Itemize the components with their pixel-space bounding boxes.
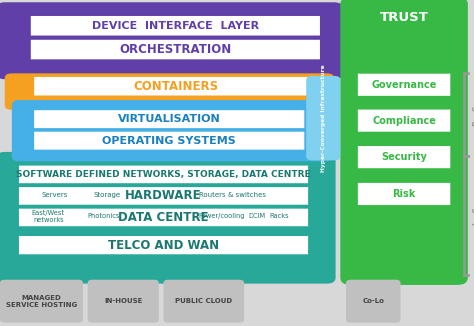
Text: TELCO AND WAN: TELCO AND WAN bbox=[108, 239, 219, 252]
FancyBboxPatch shape bbox=[358, 74, 450, 96]
FancyBboxPatch shape bbox=[0, 280, 83, 323]
Text: Storage: Storage bbox=[93, 192, 120, 198]
Text: VIRTUALISATION: VIRTUALISATION bbox=[118, 114, 220, 124]
Text: Photonics: Photonics bbox=[87, 214, 119, 219]
Text: Routers & switches: Routers & switches bbox=[199, 192, 266, 198]
Text: OPERATING SYSTEMS: OPERATING SYSTEMS bbox=[102, 136, 236, 146]
FancyBboxPatch shape bbox=[34, 110, 304, 128]
Text: DCIM: DCIM bbox=[248, 214, 265, 219]
Text: Co-Lo: Co-Lo bbox=[362, 298, 384, 304]
FancyBboxPatch shape bbox=[19, 187, 308, 205]
FancyBboxPatch shape bbox=[19, 166, 308, 183]
FancyBboxPatch shape bbox=[164, 280, 244, 323]
FancyBboxPatch shape bbox=[358, 110, 450, 132]
Text: Power/cooling: Power/cooling bbox=[199, 214, 245, 219]
Text: Risk: Risk bbox=[392, 189, 416, 199]
Text: East/West
networks: East/West networks bbox=[32, 210, 65, 223]
Text: SOFTWARE DEFINED NETWORKS, STORAGE, DATA CENTRE: SOFTWARE DEFINED NETWORKS, STORAGE, DATA… bbox=[16, 170, 311, 179]
FancyBboxPatch shape bbox=[34, 77, 319, 96]
FancyBboxPatch shape bbox=[13, 126, 326, 136]
FancyBboxPatch shape bbox=[13, 96, 326, 105]
Text: TRUST: TRUST bbox=[380, 11, 428, 24]
FancyBboxPatch shape bbox=[346, 280, 401, 323]
Text: PaaS: PaaS bbox=[472, 104, 474, 126]
FancyBboxPatch shape bbox=[358, 183, 450, 205]
FancyBboxPatch shape bbox=[306, 76, 340, 160]
Text: IN-HOUSE: IN-HOUSE bbox=[104, 298, 142, 304]
Text: Hyper-Converged Infrastructure: Hyper-Converged Infrastructure bbox=[321, 64, 326, 172]
FancyBboxPatch shape bbox=[0, 152, 336, 284]
Text: DATA CENTRE: DATA CENTRE bbox=[118, 211, 209, 224]
FancyBboxPatch shape bbox=[31, 16, 320, 36]
FancyBboxPatch shape bbox=[12, 100, 332, 161]
FancyBboxPatch shape bbox=[340, 0, 468, 285]
FancyBboxPatch shape bbox=[34, 132, 304, 150]
FancyBboxPatch shape bbox=[31, 40, 320, 59]
Text: MANAGED
SERVICE HOSTING: MANAGED SERVICE HOSTING bbox=[6, 295, 77, 308]
Text: DEVICE  INTERFACE  LAYER: DEVICE INTERFACE LAYER bbox=[92, 21, 259, 31]
Text: Compliance: Compliance bbox=[372, 116, 436, 126]
FancyBboxPatch shape bbox=[5, 73, 334, 110]
FancyBboxPatch shape bbox=[88, 280, 159, 323]
Text: Servers: Servers bbox=[41, 192, 68, 198]
FancyBboxPatch shape bbox=[358, 146, 450, 168]
Text: PUBLIC CLOUD: PUBLIC CLOUD bbox=[175, 298, 232, 304]
FancyBboxPatch shape bbox=[13, 74, 326, 83]
Text: Security: Security bbox=[381, 152, 427, 162]
FancyBboxPatch shape bbox=[19, 236, 308, 254]
Text: ORCHESTRATION: ORCHESTRATION bbox=[119, 43, 231, 56]
Text: Racks: Racks bbox=[270, 214, 290, 219]
FancyBboxPatch shape bbox=[19, 209, 308, 226]
Text: CONTAINERS: CONTAINERS bbox=[134, 80, 219, 93]
Text: HARDWARE: HARDWARE bbox=[125, 189, 202, 202]
FancyBboxPatch shape bbox=[0, 2, 343, 79]
Text: Governance: Governance bbox=[372, 80, 437, 90]
Text: IaaS: IaaS bbox=[472, 207, 474, 225]
